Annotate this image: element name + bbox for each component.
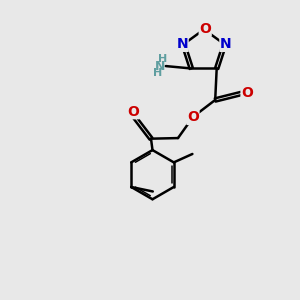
Text: N: N <box>176 37 188 51</box>
Text: O: O <box>199 22 211 36</box>
Text: O: O <box>128 105 139 119</box>
Text: O: O <box>187 110 199 124</box>
Text: H: H <box>158 55 167 64</box>
Text: H: H <box>153 68 163 78</box>
Text: O: O <box>241 86 253 100</box>
Text: N: N <box>155 60 166 73</box>
Text: N: N <box>220 37 232 51</box>
